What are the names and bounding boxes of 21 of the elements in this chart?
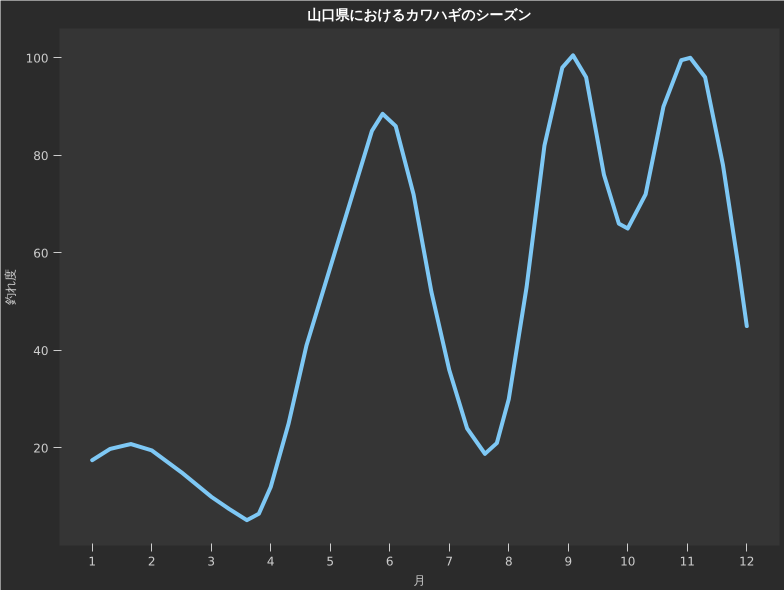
x-tick-label: 9 [564, 554, 572, 568]
chart-title: 山口県におけるカワハギのシーズン [308, 8, 532, 24]
y-tick-label: 80 [33, 148, 49, 163]
x-tick-label: 4 [266, 554, 275, 568]
x-tick-label: 3 [207, 554, 216, 568]
line-series [90, 53, 749, 522]
y-axis-title: 釣れ度 [4, 269, 18, 305]
y-tick-label: 20 [33, 441, 49, 456]
x-axis-title: 月 [414, 574, 426, 588]
y-tick-label: 60 [33, 246, 49, 260]
x-tick-label: 10 [620, 554, 636, 568]
x-tick-label: 6 [386, 554, 394, 568]
x-tick-label: 2 [148, 554, 156, 568]
x-tick-label: 1 [88, 554, 96, 568]
y-tick-label: 100 [26, 51, 48, 66]
x-tick-label: 7 [445, 554, 454, 568]
x-tick-label: 11 [680, 554, 695, 568]
x-tick-label: 12 [739, 554, 754, 568]
x-tick-label: 5 [326, 554, 334, 568]
y-tick-label: 40 [33, 344, 49, 358]
x-tick-label: 8 [504, 554, 513, 568]
